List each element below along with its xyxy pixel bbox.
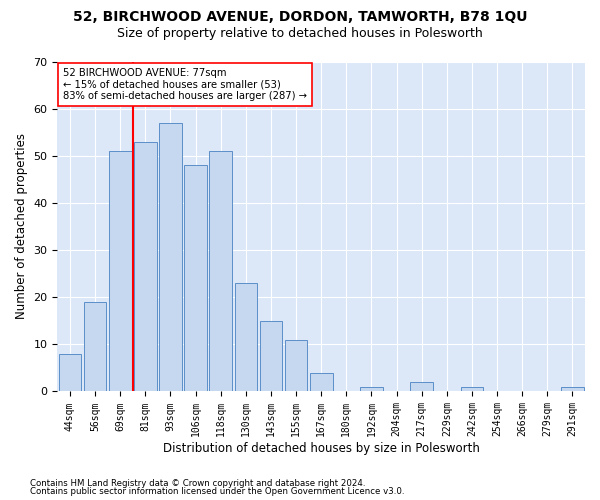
Bar	[410, 382, 433, 392]
Text: Contains HM Land Registry data © Crown copyright and database right 2024.: Contains HM Land Registry data © Crown c…	[30, 478, 365, 488]
Bar	[109, 151, 131, 392]
Bar	[285, 340, 307, 392]
Text: Size of property relative to detached houses in Polesworth: Size of property relative to detached ho…	[117, 28, 483, 40]
Y-axis label: Number of detached properties: Number of detached properties	[15, 134, 28, 320]
Bar	[209, 151, 232, 392]
Bar	[84, 302, 106, 392]
Bar	[235, 283, 257, 392]
X-axis label: Distribution of detached houses by size in Polesworth: Distribution of detached houses by size …	[163, 442, 479, 455]
Text: Contains public sector information licensed under the Open Government Licence v3: Contains public sector information licen…	[30, 487, 404, 496]
Bar	[159, 123, 182, 392]
Bar	[561, 387, 584, 392]
Text: 52, BIRCHWOOD AVENUE, DORDON, TAMWORTH, B78 1QU: 52, BIRCHWOOD AVENUE, DORDON, TAMWORTH, …	[73, 10, 527, 24]
Bar	[461, 387, 483, 392]
Bar	[260, 321, 282, 392]
Text: 52 BIRCHWOOD AVENUE: 77sqm
← 15% of detached houses are smaller (53)
83% of semi: 52 BIRCHWOOD AVENUE: 77sqm ← 15% of deta…	[62, 68, 307, 102]
Bar	[134, 142, 157, 392]
Bar	[59, 354, 81, 392]
Bar	[310, 372, 332, 392]
Bar	[360, 387, 383, 392]
Bar	[184, 165, 207, 392]
